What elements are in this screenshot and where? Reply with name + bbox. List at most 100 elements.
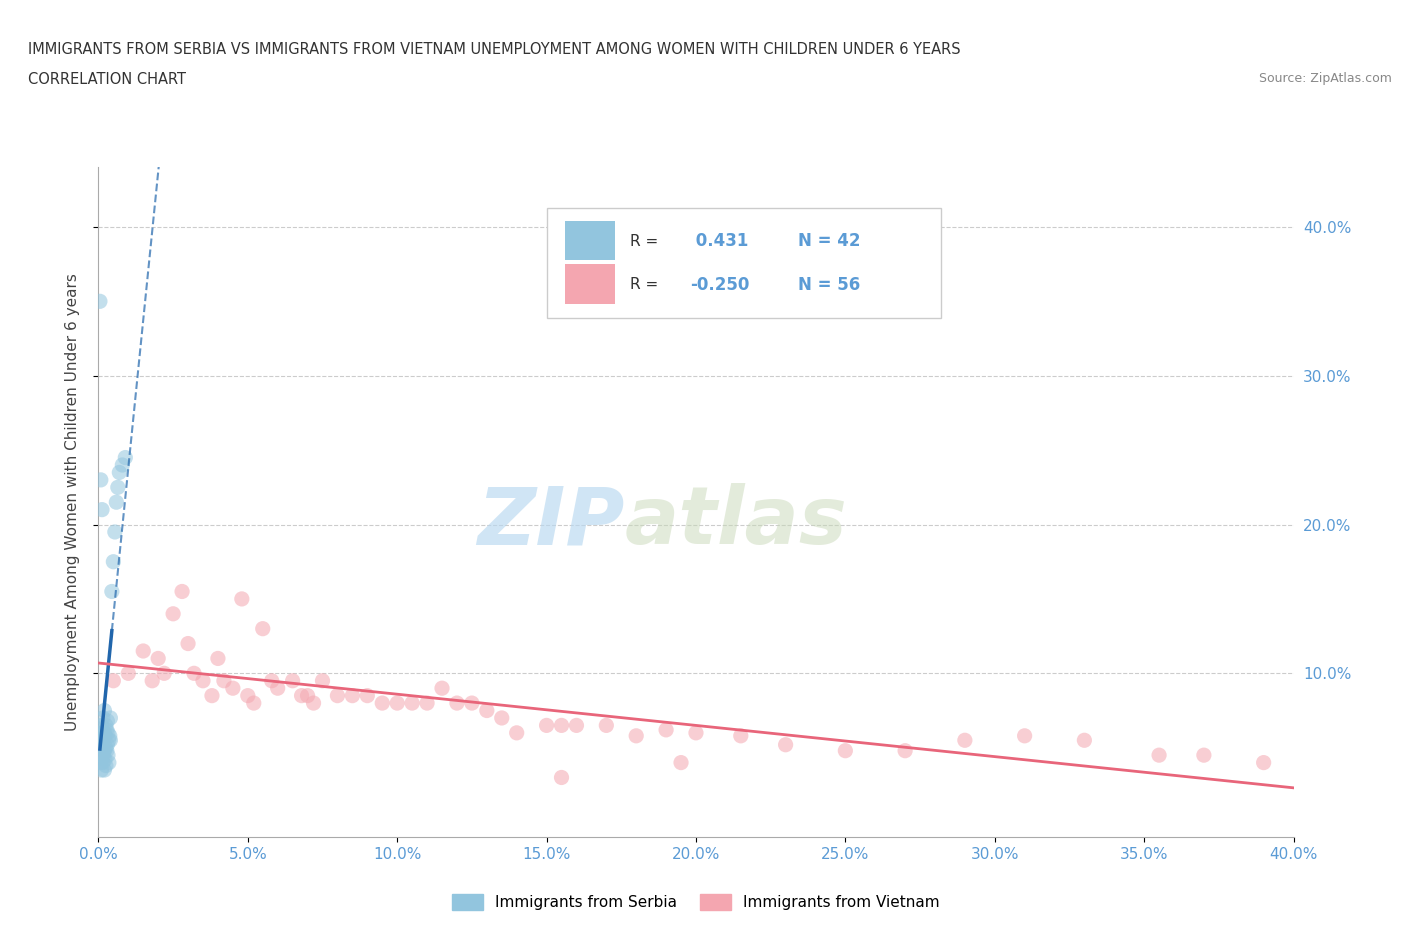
Point — [97, 733, 120, 748]
Point — [93, 748, 115, 763]
Point — [97, 755, 120, 770]
Y-axis label: Unemployment Among Women with Children Under 6 years: Unemployment Among Women with Children U… — [65, 273, 80, 731]
Point — [90, 755, 112, 770]
Point — [342, 688, 364, 703]
Point — [550, 770, 572, 785]
Point — [834, 743, 856, 758]
Point — [1192, 748, 1215, 763]
Point — [252, 621, 274, 636]
FancyBboxPatch shape — [547, 207, 941, 318]
Text: ZIP: ZIP — [477, 484, 624, 562]
Point — [297, 688, 319, 703]
Point — [141, 673, 163, 688]
Point — [105, 495, 128, 510]
Point — [953, 733, 976, 748]
Point — [1253, 755, 1275, 770]
Point — [172, 584, 194, 599]
Point — [416, 696, 439, 711]
Point — [89, 748, 111, 763]
Point — [595, 718, 617, 733]
Point — [260, 673, 283, 688]
Point — [93, 743, 115, 758]
Point — [162, 606, 184, 621]
Point — [536, 718, 558, 733]
Text: IMMIGRANTS FROM SERBIA VS IMMIGRANTS FROM VIETNAM UNEMPLOYMENT AMONG WOMEN WITH : IMMIGRANTS FROM SERBIA VS IMMIGRANTS FRO… — [28, 42, 960, 57]
Point — [97, 748, 120, 763]
Point — [108, 465, 131, 480]
Point — [91, 502, 114, 517]
Text: R =: R = — [630, 233, 658, 248]
Point — [100, 733, 122, 748]
Text: atlas: atlas — [624, 484, 846, 562]
Point — [430, 681, 453, 696]
Point — [894, 743, 917, 758]
Point — [132, 644, 155, 658]
Text: -0.250: -0.250 — [690, 275, 749, 294]
Point — [96, 713, 118, 728]
Point — [491, 711, 513, 725]
Legend: Immigrants from Serbia, Immigrants from Vietnam: Immigrants from Serbia, Immigrants from … — [446, 888, 946, 916]
Point — [98, 728, 121, 743]
Point — [114, 450, 136, 465]
Point — [550, 718, 572, 733]
Point — [401, 696, 423, 711]
Point — [91, 711, 114, 725]
Point — [326, 688, 349, 703]
Point — [183, 666, 205, 681]
Point — [565, 718, 588, 733]
Point — [96, 737, 118, 752]
Point — [212, 673, 235, 688]
Point — [103, 554, 125, 569]
Point — [148, 651, 170, 666]
Point — [97, 725, 120, 740]
Point — [96, 723, 118, 737]
Point — [91, 725, 114, 740]
Point — [356, 688, 378, 703]
Text: N = 56: N = 56 — [797, 275, 860, 294]
Point — [89, 294, 111, 309]
Point — [222, 681, 245, 696]
Point — [94, 728, 117, 743]
Point — [475, 703, 498, 718]
Point — [89, 725, 111, 740]
Point — [93, 725, 115, 740]
Text: CORRELATION CHART: CORRELATION CHART — [28, 72, 186, 86]
FancyBboxPatch shape — [565, 221, 614, 260]
Point — [281, 673, 304, 688]
Text: Source: ZipAtlas.com: Source: ZipAtlas.com — [1258, 72, 1392, 85]
Point — [94, 740, 117, 755]
Point — [311, 673, 333, 688]
Point — [506, 725, 529, 740]
Point — [103, 673, 125, 688]
Point — [1073, 733, 1095, 748]
Point — [626, 728, 648, 743]
Point — [100, 711, 122, 725]
Point — [371, 696, 394, 711]
Point — [153, 666, 176, 681]
Point — [775, 737, 797, 752]
Point — [90, 763, 112, 777]
Point — [90, 733, 112, 748]
Point — [91, 748, 114, 763]
Point — [730, 728, 752, 743]
Point — [669, 755, 692, 770]
Point — [91, 755, 114, 770]
Point — [91, 733, 114, 748]
Point — [1014, 728, 1036, 743]
Point — [446, 696, 468, 711]
Point — [107, 480, 129, 495]
Point — [291, 688, 314, 703]
Point — [111, 458, 134, 472]
Point — [302, 696, 325, 711]
Text: 0.431: 0.431 — [690, 232, 748, 250]
Point — [685, 725, 707, 740]
Point — [655, 723, 678, 737]
Point — [94, 752, 117, 767]
Point — [94, 718, 117, 733]
Point — [267, 681, 290, 696]
Text: R =: R = — [630, 277, 658, 292]
Point — [93, 703, 115, 718]
Point — [1147, 748, 1170, 763]
Point — [96, 743, 118, 758]
Point — [236, 688, 259, 703]
